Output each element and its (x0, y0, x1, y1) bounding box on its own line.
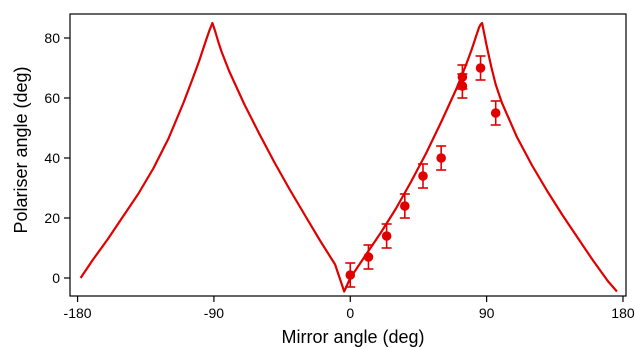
y-axis-title: Polariser angle (deg) (11, 66, 31, 233)
data-marker (490, 108, 501, 118)
y-tick-label: 20 (44, 210, 60, 226)
x-axis-title: Mirror angle (deg) (281, 327, 424, 347)
plot-area (79, 21, 618, 293)
data-marker (345, 270, 356, 280)
x-tick-label: -180 (64, 305, 92, 321)
data-point (381, 223, 392, 249)
data-point (436, 145, 447, 171)
axes: -180 -90 0 90 180 0 20 40 60 80 (44, 13, 635, 321)
data-point (490, 100, 501, 126)
x-tick-label: 0 (346, 305, 354, 321)
data-point (345, 262, 356, 288)
data-point (417, 163, 428, 189)
data-marker (475, 63, 486, 73)
data-point (363, 244, 374, 270)
x-tick-label: 180 (611, 305, 635, 321)
plot-frame (69, 13, 627, 297)
data-marker (436, 153, 446, 163)
data-point (399, 193, 410, 219)
y-tick-label: 0 (52, 270, 60, 286)
y-tick-label: 60 (44, 90, 60, 106)
data-marker (363, 252, 374, 262)
x-tick-label: 90 (479, 305, 495, 321)
data-marker (418, 171, 428, 181)
data-marker (400, 201, 410, 211)
data-marker (381, 231, 392, 241)
data-point (457, 64, 468, 90)
y-tick-label: 40 (44, 150, 60, 166)
model-curve (79, 21, 618, 293)
x-tick-label: -90 (204, 305, 224, 321)
data-point (475, 55, 486, 81)
data-marker (457, 72, 468, 82)
y-tick-label: 80 (44, 30, 60, 46)
